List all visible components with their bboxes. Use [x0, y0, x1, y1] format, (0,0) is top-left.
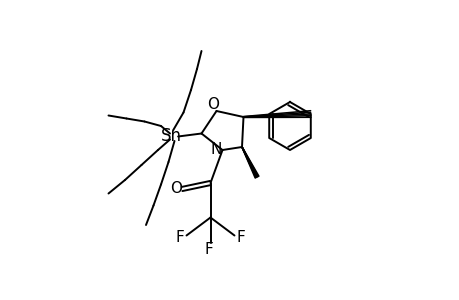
Text: O: O — [170, 181, 182, 196]
Text: F: F — [236, 230, 245, 244]
Text: F: F — [175, 230, 184, 244]
Text: Sn: Sn — [161, 127, 182, 145]
Text: F: F — [204, 242, 213, 257]
Text: O: O — [207, 97, 218, 112]
Text: N: N — [210, 142, 221, 158]
